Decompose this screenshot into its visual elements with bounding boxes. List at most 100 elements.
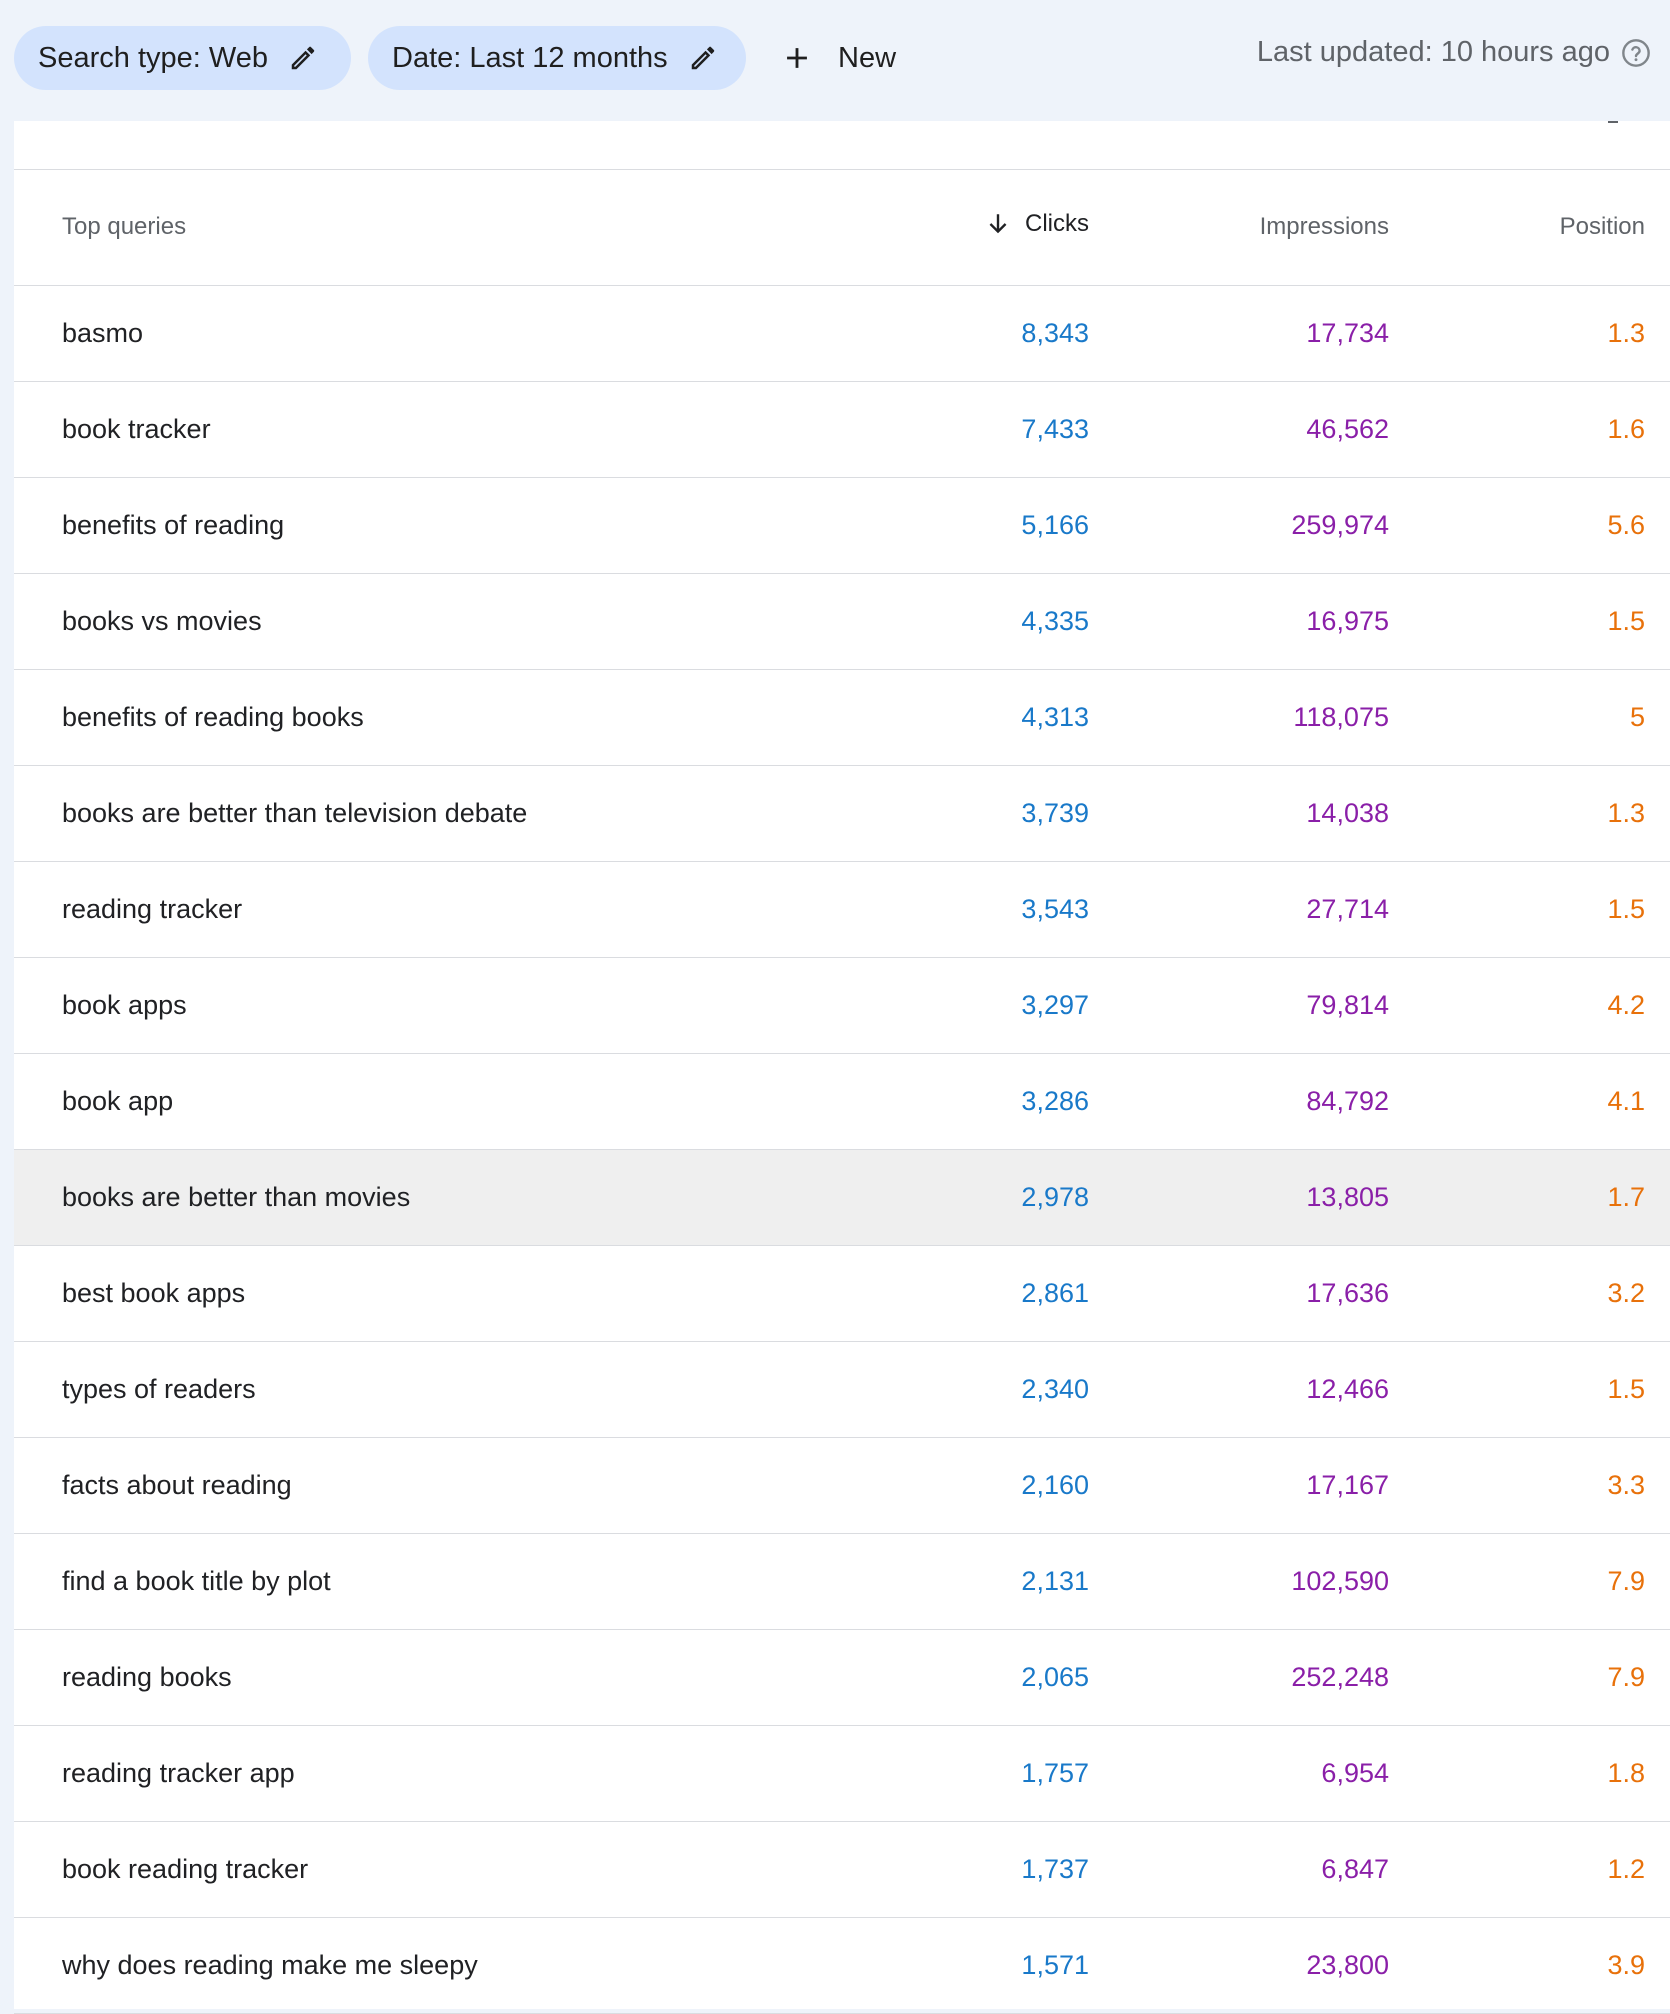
- query-cell: reading books: [62, 1661, 232, 1692]
- position-cell: 1.2: [1607, 1853, 1645, 1884]
- clicks-cell: 8,343: [1021, 317, 1089, 348]
- row-spacer: [1645, 1149, 1670, 1245]
- clicks-cell: 2,340: [1021, 1373, 1089, 1404]
- position-cell: 7.9: [1607, 1661, 1645, 1692]
- query-cell: books are better than movies: [62, 1181, 411, 1212]
- clicks-cell: 3,543: [1021, 893, 1089, 924]
- row-spacer: [1645, 573, 1670, 669]
- clicks-cell: 1,757: [1021, 1757, 1089, 1788]
- row-spacer: [1645, 1821, 1670, 1917]
- query-cell: book reading tracker: [62, 1853, 309, 1884]
- table-header-row: Top queries Clicks Impressions Position: [14, 170, 1670, 286]
- row-spacer: [1645, 669, 1670, 765]
- query-cell: book apps: [62, 989, 187, 1020]
- position-cell: 1.5: [1607, 1373, 1645, 1404]
- table-row[interactable]: best book apps 2,861 17,636 3.2: [14, 1245, 1670, 1341]
- table-row[interactable]: benefits of reading books 4,313 118,075 5: [14, 669, 1670, 765]
- table-row[interactable]: book apps 3,297 79,814 4.2: [14, 957, 1670, 1053]
- impressions-cell: 23,800: [1306, 1949, 1389, 1980]
- plus-icon: [780, 41, 814, 75]
- query-cell: benefits of reading books: [62, 701, 364, 732]
- impressions-cell: 16,975: [1306, 605, 1389, 636]
- date-filter-chip[interactable]: Date: Last 12 months: [368, 26, 746, 90]
- position-cell: 1.3: [1607, 797, 1645, 828]
- position-cell: 1.5: [1607, 893, 1645, 924]
- table-row[interactable]: find a book title by plot 2,131 102,590 7.9: [14, 1533, 1670, 1629]
- clicks-cell: 4,335: [1021, 605, 1089, 636]
- query-cell: books are better than television debate: [62, 797, 528, 828]
- column-header-impressions[interactable]: Impressions: [1089, 170, 1389, 286]
- row-spacer: [1645, 1629, 1670, 1725]
- table-row[interactable]: reading tracker 3,543 27,714 1.5: [14, 861, 1670, 957]
- query-cell: why does reading make me sleepy: [62, 1949, 478, 1980]
- header-spacer: [1645, 170, 1670, 286]
- search-type-filter-label: Search type: Web: [38, 41, 268, 74]
- pencil-icon[interactable]: [288, 43, 318, 73]
- impressions-cell: 17,636: [1306, 1277, 1389, 1308]
- table-row[interactable]: basmo 8,343 17,734 1.3: [14, 285, 1670, 381]
- table-row[interactable]: books are better than television debate 3…: [14, 765, 1670, 861]
- help-icon[interactable]: [1620, 37, 1652, 69]
- query-cell: facts about reading: [62, 1469, 292, 1500]
- clicks-cell: 3,739: [1021, 797, 1089, 828]
- row-spacer: [1645, 1053, 1670, 1149]
- impressions-cell: 17,734: [1306, 317, 1389, 348]
- row-spacer: [1645, 861, 1670, 957]
- table-row[interactable]: reading tracker app 1,757 6,954 1.8: [14, 1725, 1670, 1821]
- position-cell: 3.3: [1607, 1469, 1645, 1500]
- clicks-cell: 2,160: [1021, 1469, 1089, 1500]
- position-cell: 3.9: [1607, 1949, 1645, 1980]
- date-filter-label: Date: Last 12 months: [392, 41, 668, 74]
- impressions-cell: 79,814: [1306, 989, 1389, 1020]
- position-cell: 4.2: [1607, 989, 1645, 1020]
- table-row[interactable]: facts about reading 2,160 17,167 3.3: [14, 1437, 1670, 1533]
- row-spacer: [1645, 285, 1670, 381]
- query-cell: types of readers: [62, 1373, 256, 1404]
- query-cell: book app: [62, 1085, 174, 1116]
- column-header-position[interactable]: Position: [1389, 170, 1645, 286]
- column-header-clicks-label: Clicks: [1025, 210, 1089, 238]
- position-cell: 5: [1629, 701, 1645, 732]
- clicks-cell: 4,313: [1021, 701, 1089, 732]
- clicks-cell: 5,166: [1021, 509, 1089, 540]
- new-filter-button[interactable]: New: [780, 30, 896, 86]
- table-row[interactable]: benefits of reading 5,166 259,974 5.6: [14, 477, 1670, 573]
- impressions-cell: 14,038: [1306, 797, 1389, 828]
- position-cell: 1.3: [1607, 317, 1645, 348]
- pencil-icon[interactable]: [688, 43, 718, 73]
- table-row[interactable]: why does reading make me sleepy 1,571 23,8…: [14, 1917, 1670, 2013]
- impressions-cell: 27,714: [1306, 893, 1389, 924]
- search-type-filter-chip[interactable]: Search type: Web: [14, 26, 351, 90]
- arrow-down-icon: [985, 211, 1011, 237]
- row-spacer: [1645, 1341, 1670, 1437]
- divider: [1608, 121, 1618, 123]
- impressions-cell: 6,954: [1321, 1757, 1389, 1788]
- row-spacer: [1645, 1245, 1670, 1341]
- position-cell: 1.7: [1607, 1181, 1645, 1212]
- column-header-top-queries[interactable]: Top queries: [14, 170, 902, 286]
- table-row[interactable]: books vs movies 4,335 16,975 1.5: [14, 573, 1670, 669]
- clicks-cell: 2,131: [1021, 1565, 1089, 1596]
- position-cell: 7.9: [1607, 1565, 1645, 1596]
- table-row[interactable]: book app 3,286 84,792 4.1: [14, 1053, 1670, 1149]
- impressions-cell: 252,248: [1291, 1661, 1389, 1692]
- clicks-cell: 1,737: [1021, 1853, 1089, 1884]
- table-row[interactable]: book reading tracker 1,737 6,847 1.2: [14, 1821, 1670, 1917]
- table-row[interactable]: books are better than movies 2,978 13,805 1…: [14, 1149, 1670, 1245]
- impressions-cell: 84,792: [1306, 1085, 1389, 1116]
- column-header-clicks[interactable]: Clicks: [902, 170, 1089, 286]
- impressions-cell: 102,590: [1291, 1565, 1389, 1596]
- impressions-cell: 259,974: [1291, 509, 1389, 540]
- table-row[interactable]: types of readers 2,340 12,466 1.5: [14, 1341, 1670, 1437]
- clicks-cell: 2,065: [1021, 1661, 1089, 1692]
- position-cell: 5.6: [1607, 509, 1645, 540]
- clicks-cell: 1,571: [1021, 1949, 1089, 1980]
- table-row[interactable]: reading books 2,065 252,248 7.9: [14, 1629, 1670, 1725]
- filter-bar: Search type: Web Date: Last 12 months Ne…: [0, 0, 1670, 121]
- row-spacer: [1645, 1725, 1670, 1821]
- table-row[interactable]: book tracker 7,433 46,562 1.6: [14, 381, 1670, 477]
- clicks-cell: 7,433: [1021, 413, 1089, 444]
- row-spacer: [1645, 381, 1670, 477]
- query-cell: book tracker: [62, 413, 211, 444]
- row-spacer: [1645, 765, 1670, 861]
